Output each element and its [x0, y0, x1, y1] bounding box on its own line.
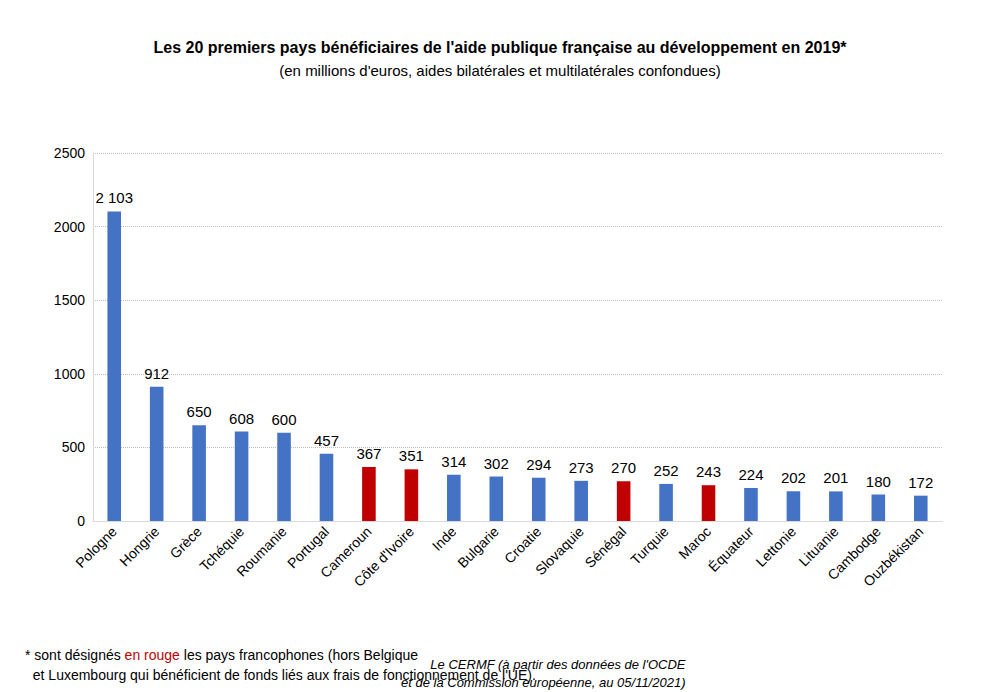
- svg-text:Turquie: Turquie: [627, 523, 672, 568]
- svg-text:Bulgarie: Bulgarie: [454, 523, 502, 571]
- svg-text:600: 600: [272, 411, 297, 428]
- svg-text:302: 302: [484, 455, 509, 472]
- svg-text:912: 912: [144, 365, 169, 382]
- svg-text:les pays francophones (hors Be: les pays francophones (hors Belgique: [180, 647, 418, 663]
- svg-text:* sont désignés: * sont désignés: [25, 647, 125, 663]
- svg-text:500: 500: [62, 439, 86, 455]
- svg-text:2500: 2500: [54, 145, 85, 161]
- svg-text:Sénégal: Sénégal: [582, 523, 630, 571]
- svg-text:314: 314: [441, 453, 466, 470]
- svg-text:et de la Commission européenne: et de la Commission européenne, au 05/11…: [401, 675, 686, 690]
- svg-text:Côte d'Ivoire: Côte d'Ivoire: [351, 523, 418, 590]
- svg-text:(en millions d'euros, aides bi: (en millions d'euros, aides bilatérales …: [279, 62, 720, 79]
- svg-text:Lettonie: Lettonie: [753, 523, 800, 570]
- svg-text:270: 270: [611, 459, 636, 476]
- svg-text:Croatie: Croatie: [501, 523, 545, 567]
- svg-text:en rouge: en rouge: [125, 647, 180, 663]
- svg-text:650: 650: [187, 403, 212, 420]
- svg-text:Slovaquie: Slovaquie: [532, 523, 587, 578]
- svg-text:201: 201: [823, 469, 848, 486]
- svg-text:0: 0: [77, 513, 85, 529]
- svg-text:457: 457: [314, 432, 339, 449]
- svg-text:2 103: 2 103: [95, 189, 133, 206]
- svg-text:Pologne: Pologne: [72, 523, 120, 571]
- svg-text:608: 608: [229, 410, 254, 427]
- svg-text:Hongrie: Hongrie: [116, 523, 162, 569]
- svg-text:172: 172: [908, 474, 933, 491]
- svg-text:Roumanie: Roumanie: [233, 523, 290, 580]
- svg-text:252: 252: [654, 462, 679, 479]
- svg-text:224: 224: [738, 466, 763, 483]
- svg-text:Maroc: Maroc: [675, 523, 714, 562]
- svg-text:Tchéquie: Tchéquie: [196, 523, 248, 575]
- svg-text:294: 294: [526, 456, 551, 473]
- svg-text:243: 243: [696, 463, 721, 480]
- svg-text:et Luxembourg qui bénéficient: et Luxembourg qui bénéficient de fonds l…: [25, 667, 536, 683]
- svg-text:Portugal: Portugal: [284, 523, 333, 572]
- svg-text:351: 351: [399, 447, 424, 464]
- svg-text:Ouzbékistan: Ouzbékistan: [860, 523, 926, 589]
- svg-text:Le CERMF (à partir des données: Le CERMF (à partir des données de l'OCDE: [430, 657, 685, 672]
- svg-text:273: 273: [569, 459, 594, 476]
- svg-text:Cameroun: Cameroun: [317, 523, 375, 581]
- svg-text:Grèce: Grèce: [167, 523, 205, 561]
- svg-text:2000: 2000: [54, 219, 85, 235]
- svg-text:1000: 1000: [54, 366, 85, 382]
- svg-text:1500: 1500: [54, 292, 85, 308]
- svg-text:Équateur: Équateur: [705, 523, 757, 575]
- svg-text:Inde: Inde: [429, 523, 460, 554]
- svg-text:Cambodge: Cambodge: [824, 523, 884, 583]
- svg-text:Lituanie: Lituanie: [795, 523, 842, 570]
- svg-text:Les 20 premiers pays bénéficia: Les 20 premiers pays bénéficiaires de l'…: [154, 39, 848, 56]
- svg-text:180: 180: [866, 473, 891, 490]
- svg-text:202: 202: [781, 469, 806, 486]
- svg-text:367: 367: [356, 445, 381, 462]
